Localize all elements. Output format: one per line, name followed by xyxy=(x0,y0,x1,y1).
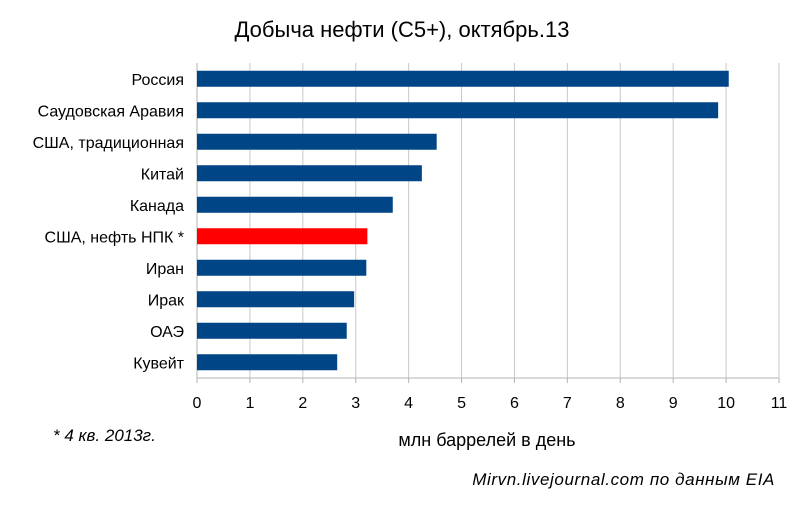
x-tick-label: 9 xyxy=(669,395,678,412)
category-label: Канада xyxy=(130,198,184,215)
bar xyxy=(197,259,367,276)
chart-title: Добыча нефти (С5+), октябрь.13 xyxy=(235,17,570,42)
x-tick-label: 5 xyxy=(457,395,466,412)
bar xyxy=(197,291,355,308)
bar xyxy=(197,102,719,119)
x-tick-label: 6 xyxy=(510,395,519,412)
category-label: Саудовская Аравия xyxy=(38,103,184,120)
x-tick-label: 11 xyxy=(771,395,788,412)
category-labels: Россия Саудовская Аравия США, традиционная… xyxy=(33,72,185,373)
x-axis-label: млн баррелей в день xyxy=(398,430,575,450)
footnote: * 4 кв. 2013г. xyxy=(53,426,156,445)
x-tick-label: 8 xyxy=(616,395,625,412)
x-tick-labels: 0 1 2 3 4 5 6 7 8 9 10 11 xyxy=(193,395,788,412)
x-tick-label: 3 xyxy=(351,395,360,412)
x-tick-label: 0 xyxy=(193,395,202,412)
bar xyxy=(197,354,338,371)
bar xyxy=(197,133,437,150)
x-tick-label: 1 xyxy=(245,395,254,412)
x-tick-label: 4 xyxy=(404,395,413,412)
category-label: США, традиционная xyxy=(33,135,184,152)
category-label: Иран xyxy=(146,261,184,278)
source-credit: Mirvn.livejournal.com по данным EIA xyxy=(472,470,775,489)
bar xyxy=(197,196,393,213)
bar xyxy=(197,70,729,87)
bar xyxy=(197,165,422,182)
bar xyxy=(197,228,368,245)
x-tick-label: 7 xyxy=(563,395,572,412)
x-tick-label: 2 xyxy=(298,395,307,412)
category-label: США, нефть НПК * xyxy=(45,229,184,246)
category-label: ОАЭ xyxy=(150,324,184,341)
category-label: Ирак xyxy=(148,292,185,309)
bars xyxy=(197,70,729,371)
bar xyxy=(197,322,347,339)
category-label: Россия xyxy=(132,72,184,89)
category-label: Кувейт xyxy=(133,355,184,372)
x-tick-label: 10 xyxy=(717,395,735,412)
category-label: Китай xyxy=(141,166,184,183)
